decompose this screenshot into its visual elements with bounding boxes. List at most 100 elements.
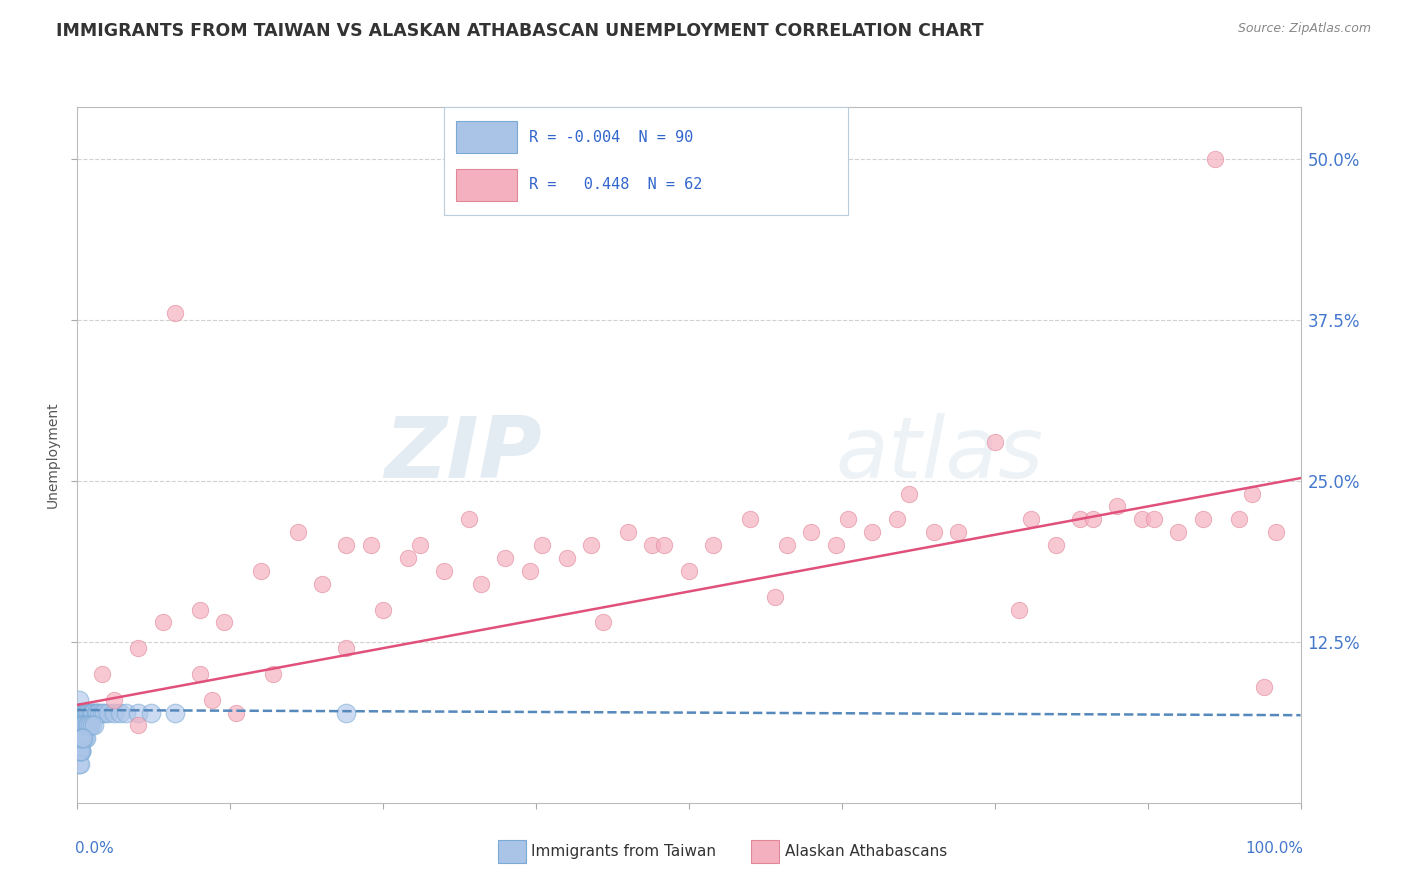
Point [165,306,187,320]
Point [75,731,97,746]
Point [79,718,101,732]
Point [837,512,859,526]
Point [654,538,676,552]
Point [73,731,96,746]
Point [76,718,98,732]
Point [90,706,112,720]
Point [152,615,174,630]
Point [335,641,357,656]
Point [360,538,382,552]
Point [470,576,492,591]
Text: Source: ZipAtlas.com: Source: ZipAtlas.com [1237,22,1371,36]
Point [287,525,309,540]
Point [83,718,105,732]
Point [70,731,93,746]
Point [70,706,93,720]
Point [1081,512,1104,526]
Point [108,706,131,720]
Point [1191,512,1213,526]
Point [72,718,94,732]
Point [128,641,150,656]
Point [702,538,724,552]
Point [70,706,93,720]
Point [70,706,93,720]
Point [70,731,93,746]
Point [641,538,664,552]
Point [335,706,357,720]
Point [70,718,93,732]
Point [225,706,247,720]
Point [531,538,554,552]
Point [69,731,91,746]
Point [335,538,357,552]
Point [70,744,93,758]
Point [69,757,91,772]
Point [73,718,96,732]
Point [70,706,93,720]
Point [886,512,908,526]
Point [617,525,640,540]
Text: IMMIGRANTS FROM TAIWAN VS ALASKAN ATHABASCAN UNEMPLOYMENT CORRELATION CHART: IMMIGRANTS FROM TAIWAN VS ALASKAN ATHABA… [56,22,984,40]
Point [311,576,333,591]
Point [984,435,1007,450]
Point [70,731,93,746]
Point [70,731,93,746]
Point [67,744,90,758]
Point [67,744,90,758]
Y-axis label: Unemployment: Unemployment [46,401,60,508]
Point [1045,538,1067,552]
Point [115,706,138,720]
Point [1204,152,1226,166]
Point [1229,512,1251,526]
Point [128,706,150,720]
Point [188,602,211,616]
Point [72,706,94,720]
Point [67,692,90,706]
Point [75,706,97,720]
Point [70,731,93,746]
Point [72,706,94,720]
Point [69,706,91,720]
Point [69,731,91,746]
Point [922,525,945,540]
Point [73,718,96,732]
Point [67,731,90,746]
Point [77,706,100,720]
Point [396,551,419,566]
Point [898,486,921,500]
Point [69,744,91,758]
Point [69,706,91,720]
Point [70,706,93,720]
Point [79,706,101,720]
Text: ZIP: ZIP [384,413,543,497]
Point [495,551,517,566]
Point [371,602,394,616]
Point [592,615,614,630]
Point [77,718,100,732]
Text: atlas: atlas [835,413,1043,497]
Point [70,731,93,746]
Point [824,538,846,552]
Point [519,564,541,578]
Point [678,564,700,578]
Point [84,706,107,720]
Point [67,718,90,732]
Point [70,706,93,720]
Point [1008,602,1031,616]
Point [70,706,93,720]
Point [740,512,762,526]
Point [188,667,211,681]
Point [67,731,90,746]
Point [76,718,98,732]
Point [103,706,125,720]
Point [262,667,284,681]
Point [67,706,90,720]
Point [82,706,104,720]
Point [128,718,150,732]
Point [86,706,108,720]
Point [69,706,91,720]
Point [139,706,162,720]
Point [555,551,578,566]
Point [1265,525,1288,540]
Point [70,744,93,758]
